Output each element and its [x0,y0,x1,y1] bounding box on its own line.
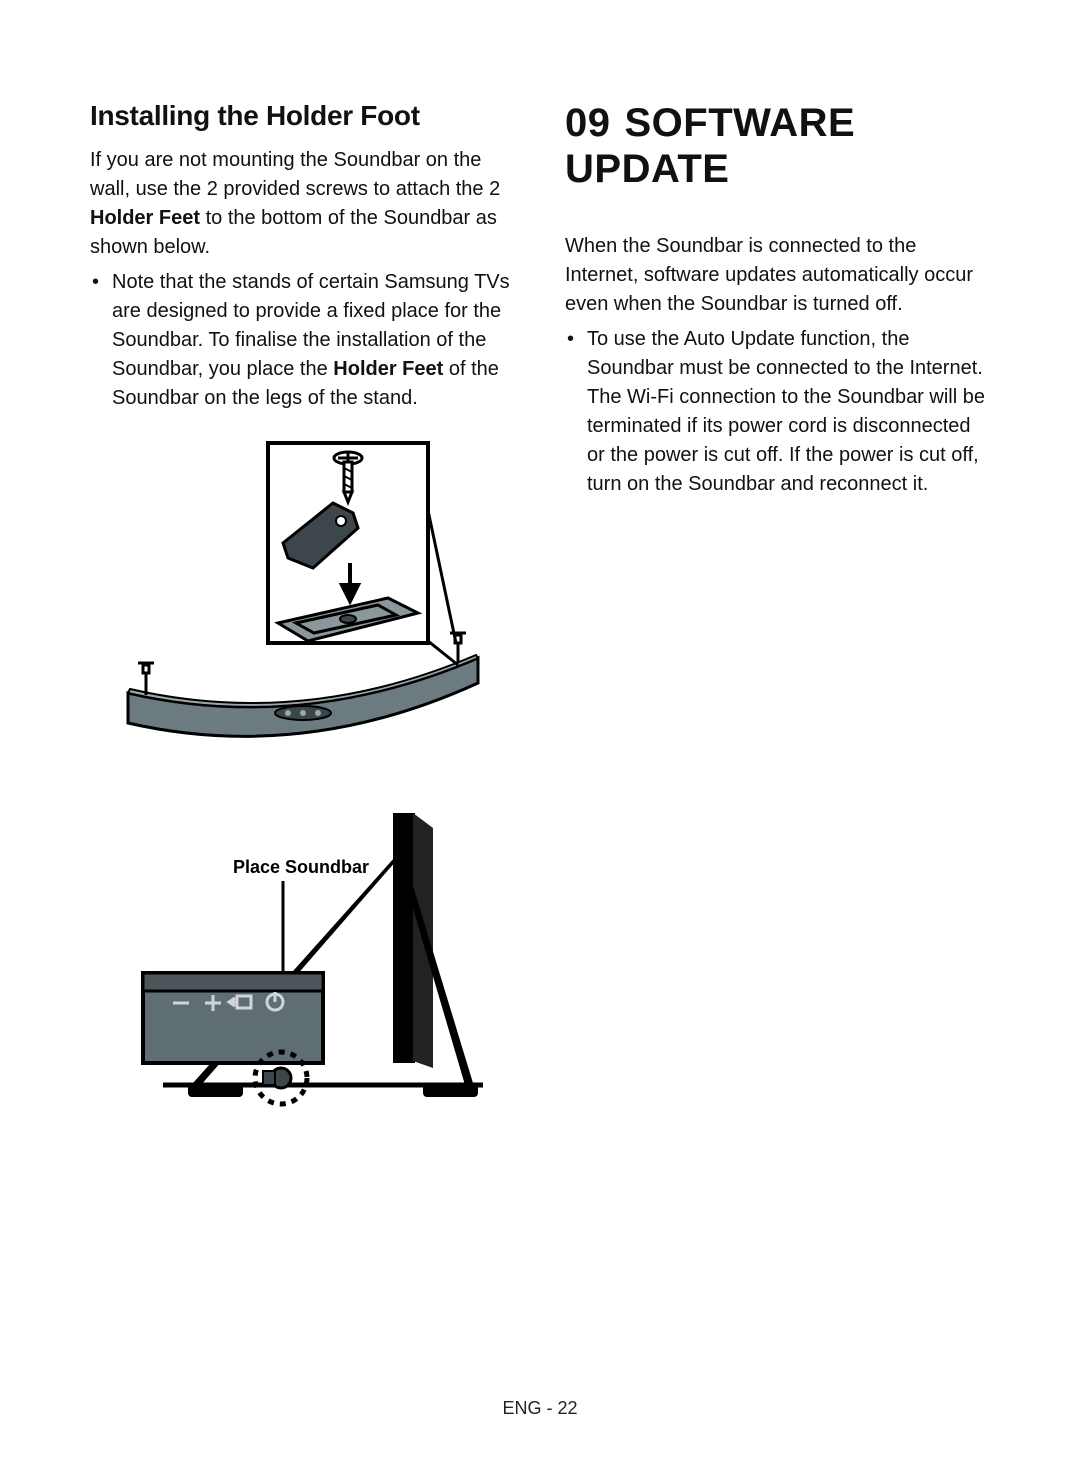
page-footer: ENG - 22 [0,1398,1080,1419]
figure-place-soundbar: Place Soundbar [90,803,515,1123]
section-heading-holder-foot: Installing the Holder Foot [90,100,515,132]
figure-holder-foot-install [90,433,515,773]
para-text-pre: If you are not mounting the Soundbar on … [90,149,500,200]
para-text-bold: Holder Feet [90,207,200,229]
left-intro-paragraph: If you are not mounting the Soundbar on … [90,146,515,262]
right-intro-paragraph: When the Soundbar is connected to the In… [565,232,990,319]
right-column: 09SOFTWARE UPDATE When the Soundbar is c… [565,100,990,1123]
two-column-layout: Installing the Holder Foot If you are no… [90,100,990,1123]
chapter-number: 09 [565,101,611,145]
left-column: Installing the Holder Foot If you are no… [90,100,515,1123]
left-bullet-item: Note that the stands of certain Samsung … [112,268,515,413]
bullet-text-bold: Holder Feet [333,358,443,380]
left-bullet-list: Note that the stands of certain Samsung … [90,268,515,413]
page: Installing the Holder Foot If you are no… [0,0,1080,1479]
place-soundbar-label: Place Soundbar [233,857,369,877]
chapter-heading-software-update: 09SOFTWARE UPDATE [565,100,990,192]
holder-foot-diagram-svg [118,433,488,773]
right-bullet-item: To use the Auto Update function, the Sou… [587,325,990,499]
place-soundbar-svg: Place Soundbar [103,803,503,1123]
right-bullet-list: To use the Auto Update function, the Sou… [565,325,990,499]
